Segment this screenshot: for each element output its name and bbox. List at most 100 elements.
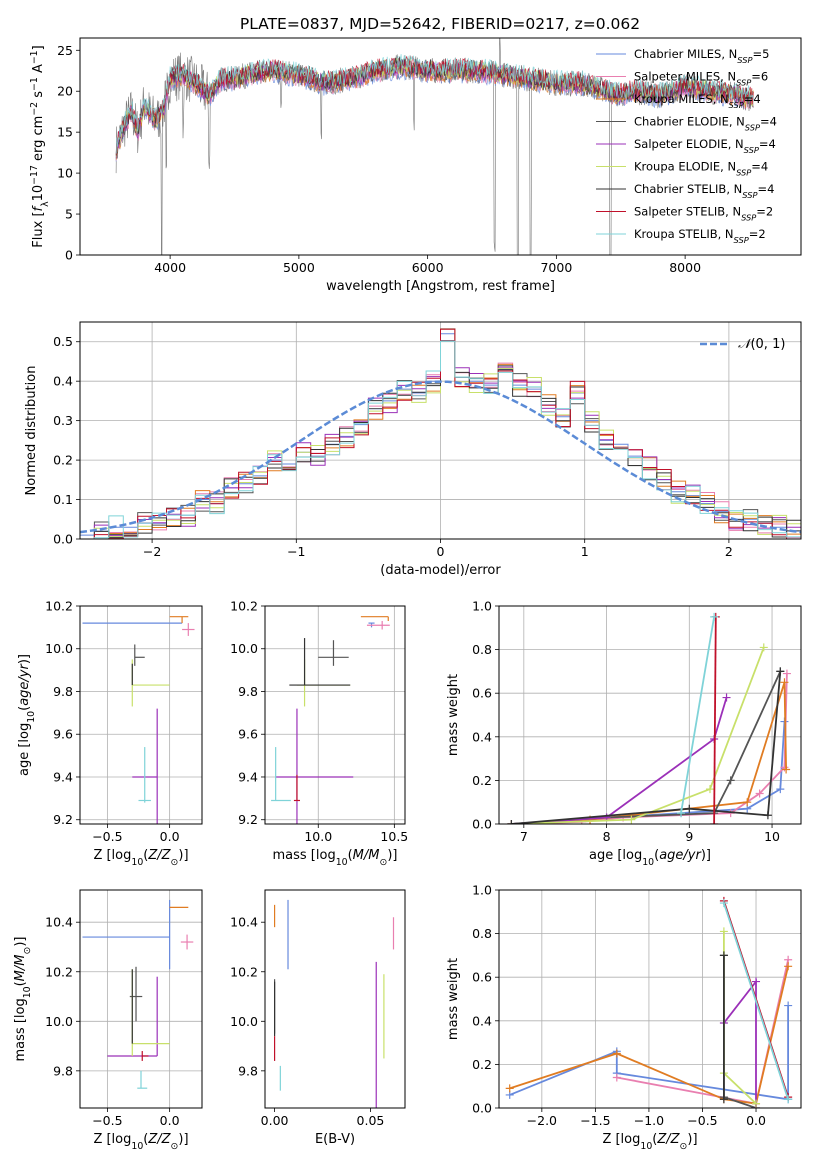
y-tick-label: 10.0 <box>45 1014 73 1029</box>
spectrum-legend: Chabrier MILES, NSSP=5 Salpeter MILES, NS… <box>596 47 777 245</box>
x-tick-label: −1 <box>287 544 305 559</box>
age_vs_mass-frame <box>264 605 406 825</box>
mass_vs_z-axes: −0.5 0.0 9.8 10.0 10.2 10.4 <box>45 890 202 1128</box>
y-tick-label: 0.8 <box>472 926 492 941</box>
weight-marker <box>612 1073 621 1082</box>
spectrum-frame <box>79 37 802 256</box>
mass_weight_vs_age-ylabel: mass weight <box>446 674 461 756</box>
weight-line <box>511 697 728 824</box>
legend-entry: Salpeter MILES, NSSP=6 <box>634 70 768 88</box>
age_vs_mass-xlabel: mass [log10(M/M⊙)] <box>273 848 398 868</box>
x-tick-label: 0.05 <box>357 1113 385 1128</box>
weight-marker <box>759 643 768 652</box>
x-tick-label: 5000 <box>283 260 315 275</box>
mass_vs_z-ylabel: mass [log10(M/M⊙)] <box>13 937 33 1062</box>
y-tick-label: 9.2 <box>238 812 258 827</box>
weight-line <box>713 616 717 824</box>
y-tick-label: 0.4 <box>53 374 73 389</box>
legend-entry: Kroupa STELIB, NSSP=2 <box>634 227 766 245</box>
y-tick-label: 9.8 <box>53 684 73 699</box>
y-tick-label: 20 <box>57 84 73 99</box>
x-tick-label: 1 <box>581 544 589 559</box>
y-tick-label: 9.8 <box>238 1063 258 1078</box>
age_vs_z-xlabel: Z [log10(Z/Z⊙)] <box>93 848 188 868</box>
age_vs_z-axes: −0.5 0.0 9.2 9.4 9.6 9.8 10.0 10.2 <box>45 599 202 844</box>
y-tick-label: 9.6 <box>53 727 73 742</box>
x-tick-label: 7000 <box>540 260 572 275</box>
y-tick-label: 9.6 <box>238 727 258 742</box>
weight-marker <box>784 962 793 971</box>
spectrum-axes: 4000 5000 6000 7000 8000 0 5 10 15 20 25 <box>57 43 701 275</box>
legend-entry: Salpeter STELIB, NSSP=2 <box>634 205 773 223</box>
mass_weight_vs_age-frame <box>498 605 802 825</box>
y-tick-label: 10.0 <box>230 1014 258 1029</box>
residuals-xlabel: (data-model)/error <box>380 563 501 578</box>
y-tick-label: 0.0 <box>53 532 73 547</box>
mass_weight_vs_z-ylabel: mass weight <box>446 958 461 1040</box>
x-tick-label: 0.00 <box>261 1113 289 1128</box>
age_vs_z-ylabel: age [log10(age/yr)] <box>17 654 37 776</box>
y-tick-label: 0.1 <box>53 492 73 507</box>
y-tick-label: 0.6 <box>472 686 492 701</box>
x-tick-label: 7 <box>520 829 528 844</box>
x-tick-label: −0.5 <box>92 1113 122 1128</box>
legend-entry: Kroupa MILES, NSSP=4 <box>634 92 761 110</box>
y-tick-label: 10.2 <box>45 964 73 979</box>
y-tick-label: 25 <box>57 43 73 58</box>
x-tick-label: 0.0 <box>160 1113 180 1128</box>
y-tick-label: 9.2 <box>53 812 73 827</box>
weight-marker <box>776 785 785 794</box>
y-tick-label: 0.2 <box>472 1057 492 1072</box>
y-tick-label: 0.2 <box>472 773 492 788</box>
normal-legend-label: 𝒩(0, 1) <box>738 337 785 352</box>
y-tick-label: 1.0 <box>472 599 492 614</box>
x-tick-label: −1.0 <box>634 1113 664 1128</box>
x-tick-label: 0.0 <box>746 1113 766 1128</box>
y-tick-label: 10.2 <box>45 599 73 614</box>
weight-marker <box>755 789 764 798</box>
weight-marker <box>752 977 761 986</box>
x-tick-label: 2 <box>725 544 733 559</box>
weight-line <box>511 671 782 824</box>
y-tick-label: 0.6 <box>472 970 492 985</box>
normal-curve <box>80 380 801 534</box>
age_vs_mass-axes: 10.0 10.5 9.2 9.4 9.6 9.8 10.0 10.2 <box>230 599 408 845</box>
legend-entry: Chabrier MILES, NSSP=5 <box>634 47 769 65</box>
mass_weight_vs_age-xlabel: age [log10(age/yr)] <box>589 848 711 868</box>
weight-marker <box>784 1095 793 1104</box>
spectrum-ylabel: Flux [fλ10−17 erg cm−2 s−1 A−1] <box>29 45 51 247</box>
weight-marker <box>719 899 728 908</box>
y-tick-label: 15 <box>57 125 73 140</box>
weight-line <box>723 902 789 1100</box>
mass_vs_ebv-xlabel: E(B-V) <box>315 1132 355 1147</box>
weight-marker <box>726 776 735 785</box>
y-tick-label: 0.8 <box>472 642 492 657</box>
x-tick-label: −1.5 <box>580 1113 610 1128</box>
y-tick-label: 0.5 <box>53 334 73 349</box>
y-tick-label: 0.0 <box>472 1101 492 1116</box>
weight-line <box>723 955 757 1108</box>
weight-marker <box>782 669 791 678</box>
y-tick-label: 10.4 <box>45 915 73 930</box>
weight-marker <box>710 820 719 824</box>
weight-marker <box>780 678 789 687</box>
legend-entry: Kroupa ELODIE, NSSP=4 <box>634 160 768 178</box>
y-tick-label: 10.0 <box>45 641 73 656</box>
y-tick-label: 0 <box>65 248 73 263</box>
weight-line <box>511 671 782 824</box>
x-tick-label: −2.0 <box>527 1113 557 1128</box>
x-tick-label: 10.5 <box>380 829 408 844</box>
x-tick-label: 8 <box>603 829 611 844</box>
y-tick-label: 0.0 <box>472 817 492 832</box>
y-tick-label: 9.8 <box>238 684 258 699</box>
y-tick-label: 0.4 <box>472 729 492 744</box>
weight-marker <box>627 815 636 824</box>
figure-title: PLATE=0837, MJD=52642, FIBERID=0217, z=0… <box>240 15 640 33</box>
weight-marker <box>507 820 516 824</box>
weight-marker <box>743 798 752 807</box>
x-tick-label: 9 <box>685 829 693 844</box>
legend-entry: Chabrier STELIB, NSSP=4 <box>634 182 774 200</box>
weight-marker <box>710 612 719 621</box>
y-tick-label: 5 <box>65 207 73 222</box>
